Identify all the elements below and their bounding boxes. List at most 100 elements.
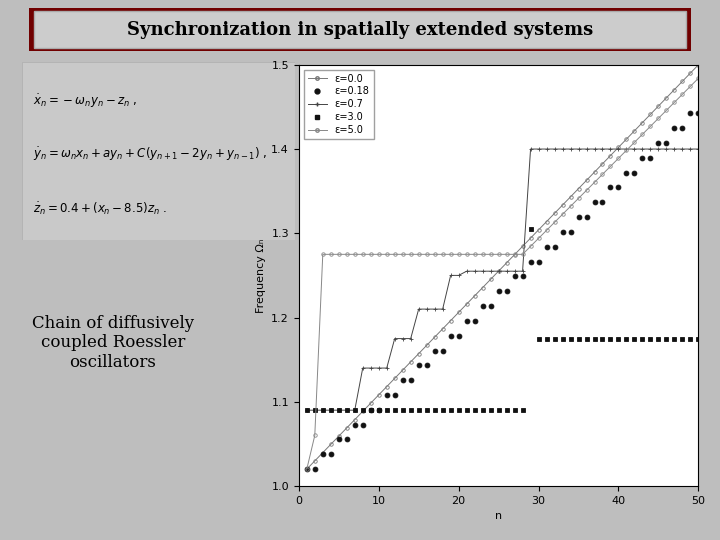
ε=5.0 <box>478 251 487 258</box>
Legend: ε=0.0, ε=0.18, ε=0.7, ε=3.0, ε=5.0: ε=0.0, ε=0.18, ε=0.7, ε=3.0, ε=5.0 <box>304 70 374 139</box>
FancyBboxPatch shape <box>29 8 691 51</box>
ε=3.0 <box>343 407 351 414</box>
ε=0.18 <box>423 362 431 369</box>
FancyBboxPatch shape <box>34 11 686 48</box>
ε=3.0 <box>630 335 639 342</box>
ε=5.0 <box>550 219 559 226</box>
ε=0.7 <box>302 407 311 414</box>
ε=5.0 <box>438 251 447 258</box>
ε=5.0 <box>494 251 503 258</box>
ε=0.18 <box>550 244 559 250</box>
ε=0.7 <box>590 146 599 152</box>
ε=0.0 <box>351 416 359 423</box>
ε=3.0 <box>646 335 654 342</box>
ε=0.18 <box>558 229 567 235</box>
ε=0.7 <box>431 306 439 312</box>
ε=0.0 <box>310 458 319 464</box>
ε=5.0 <box>654 115 663 122</box>
ε=0.7 <box>382 365 391 372</box>
ε=3.0 <box>454 407 463 414</box>
ε=3.0 <box>486 407 495 414</box>
ε=0.18 <box>406 377 415 383</box>
ε=3.0 <box>318 407 327 414</box>
ε=0.0 <box>454 309 463 315</box>
ε=3.0 <box>550 335 559 342</box>
ε=5.0 <box>503 251 511 258</box>
ε=0.7 <box>582 146 591 152</box>
ε=0.0 <box>318 449 327 456</box>
ε=3.0 <box>382 407 391 414</box>
ε=5.0 <box>406 251 415 258</box>
ε=0.7 <box>486 268 495 274</box>
ε=3.0 <box>390 407 399 414</box>
ε=0.7 <box>622 146 631 152</box>
ε=5.0 <box>662 107 671 113</box>
ε=0.7 <box>423 306 431 312</box>
ε=0.7 <box>614 146 623 152</box>
ε=0.0 <box>598 160 607 167</box>
ε=0.0 <box>334 433 343 440</box>
Line: ε=0.18: ε=0.18 <box>305 111 701 471</box>
ε=0.0 <box>622 136 631 143</box>
ε=3.0 <box>351 407 359 414</box>
ε=0.0 <box>343 424 351 431</box>
ε=5.0 <box>598 171 607 178</box>
ε=3.0 <box>415 407 423 414</box>
ε=0.0 <box>503 260 511 266</box>
ε=5.0 <box>622 147 631 153</box>
ε=5.0 <box>302 466 311 472</box>
ε=0.7 <box>366 365 375 372</box>
ε=0.0 <box>614 144 623 151</box>
ε=0.7 <box>438 306 447 312</box>
ε=0.18 <box>494 288 503 294</box>
ε=0.18 <box>630 170 639 176</box>
ε=0.0 <box>670 86 679 93</box>
ε=3.0 <box>518 407 527 414</box>
ε=0.7 <box>646 146 654 152</box>
ε=0.18 <box>470 318 479 324</box>
ε=0.18 <box>374 407 383 413</box>
ε=0.7 <box>462 268 471 274</box>
ε=0.18 <box>334 436 343 443</box>
ε=0.7 <box>406 335 415 342</box>
ε=0.0 <box>326 441 335 448</box>
ε=0.18 <box>415 362 423 369</box>
ε=5.0 <box>686 83 695 90</box>
ε=5.0 <box>575 195 583 201</box>
ε=0.7 <box>454 272 463 279</box>
ε=0.0 <box>534 227 543 233</box>
ε=0.0 <box>446 318 455 324</box>
ε=0.18 <box>462 318 471 324</box>
ε=0.0 <box>510 251 519 258</box>
ε=0.7 <box>606 146 615 152</box>
Text: $\dot{x}_n = -\omega_n y_n - z_n\ ,$: $\dot{x}_n = -\omega_n y_n - z_n\ ,$ <box>32 92 137 110</box>
Line: ε=0.7: ε=0.7 <box>305 146 701 413</box>
ε=0.18 <box>598 199 607 206</box>
ε=5.0 <box>326 251 335 258</box>
ε=5.0 <box>630 139 639 146</box>
ε=0.18 <box>478 303 487 309</box>
ε=0.7 <box>334 407 343 414</box>
ε=3.0 <box>406 407 415 414</box>
ε=0.18 <box>326 451 335 457</box>
ε=3.0 <box>575 335 583 342</box>
ε=0.0 <box>654 103 663 109</box>
FancyBboxPatch shape <box>22 62 295 240</box>
ε=3.0 <box>598 335 607 342</box>
ε=0.18 <box>343 436 351 443</box>
ε=0.7 <box>575 146 583 152</box>
ε=5.0 <box>446 251 455 258</box>
ε=0.7 <box>494 268 503 274</box>
ε=5.0 <box>423 251 431 258</box>
ε=0.18 <box>638 154 647 161</box>
ε=0.0 <box>302 466 311 472</box>
ε=0.0 <box>662 94 671 101</box>
ε=0.0 <box>438 326 447 332</box>
ε=0.0 <box>390 375 399 382</box>
ε=0.18 <box>366 407 375 413</box>
ε=3.0 <box>678 335 687 342</box>
ε=5.0 <box>638 131 647 138</box>
ε=0.7 <box>686 146 695 152</box>
ε=3.0 <box>606 335 615 342</box>
ε=0.7 <box>638 146 647 152</box>
